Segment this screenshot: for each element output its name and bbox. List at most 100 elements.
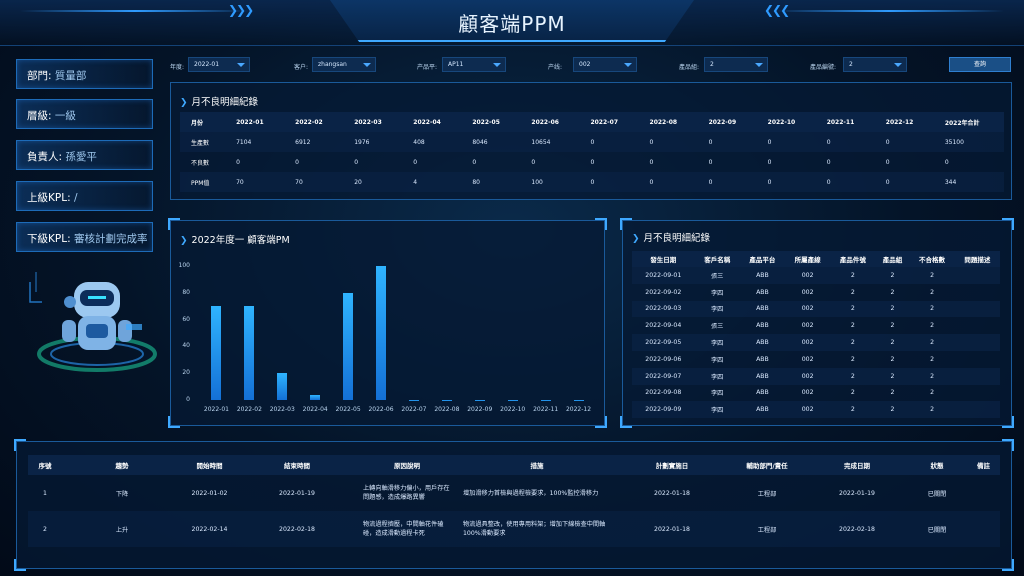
table-row: 2022-09-09 李四 ABB 002 2 2 2 [632,401,1000,419]
table-cell: 物流過具整改，使用專用料架；增加下線檢查中間軸100%滑動要求 [457,511,617,547]
table-cell: 2022-02-18 [807,511,907,547]
filter-platform-select[interactable]: AP11 [442,57,506,72]
table-cell: 0 [815,132,875,152]
table-cell: 李四 [694,300,740,318]
detail-table-title: ❯ 月不良明細紀錄 [632,230,710,244]
table-cell: 2 [930,322,935,330]
table-cell: 002 [785,267,831,284]
table-cell: ABB [739,367,786,385]
y-tick-label: 80 [182,288,190,296]
side-label: 下級KPL: [27,233,71,245]
corner-deco [14,559,26,571]
table-row: 2022-09-06 李四 ABB 002 2 2 2 [632,351,1000,368]
table-cell: 2 [28,511,62,547]
chart-bar [408,400,419,401]
table-row: 2022-09-03 李四 ABB 002 2 2 2 [632,300,1000,318]
chart-bar [507,400,518,401]
table-header: 產品件號 [830,251,876,267]
chevron-down-icon [237,63,245,67]
table-cell: 2022-01-19 [839,489,875,497]
chart-panel [170,220,605,426]
table-cell: 李四 [694,401,740,419]
table-cell: 0 [531,158,536,166]
table-cell [955,351,1000,368]
filter-platform-label: 产品平: [417,64,438,71]
table-cell: 0 [826,158,831,166]
table-cell: 2 [830,367,876,385]
table-cell: 2 [830,300,876,318]
table-cell: 2 [875,401,910,419]
table-cell: 0 [579,132,639,152]
x-tick-label: 2022-11 [533,406,559,413]
table-cell: 2 [890,389,895,397]
table-cell: 2022-01-18 [617,511,727,547]
table-header: 2022-05 [461,112,521,132]
filter-line-select[interactable]: 002 [573,57,637,72]
table-cell: 2 [875,300,910,318]
table-header: 計劃實施日 [617,455,727,475]
filter-customer-select[interactable]: zhangsan [312,57,376,72]
table-cell: 8046 [461,132,521,152]
corner-deco [168,218,180,230]
table-cell: 2 [850,322,855,330]
table-cell: 上轉向軸滑移力偏小，用戶存在問題感，造成爆路異響 [363,485,450,501]
corner-deco [620,218,632,230]
side-card-level: 層級: 一級 [16,99,153,129]
detail-table-title-text: 月不良明細紀錄 [643,233,711,244]
x-tick-label: 2022-08 [434,406,460,413]
table-cell: 2 [850,389,855,397]
monthly-table: 月份 2022-01 2022-02 2022-03 2022-04 2022-… [180,112,1004,192]
table-cell: 0 [590,158,595,166]
table-cell: 002 [801,355,814,363]
table-cell: 2 [909,367,955,385]
filter-code-select[interactable]: 2 [843,57,907,72]
table-cell: 0 [236,158,240,166]
table-cell: 35100 [933,132,1004,152]
corner-deco [1002,439,1014,451]
filter-line-value: 002 [579,61,591,68]
table-row: 2022-09-01 張三 ABB 002 2 2 2 [632,267,1000,284]
table-cell: 已關閉 [927,490,947,498]
table-cell: 2022-02-14 [182,511,237,547]
table-cell [954,401,1000,419]
table-cell: 2 [890,288,895,296]
table-cell: 2 [909,267,955,284]
table-cell: 2022-09-01 [632,267,695,284]
chart-bar [343,292,354,400]
table-cell: 已關閉 [907,511,967,547]
table-cell: 80 [461,172,521,192]
corner-deco [1002,416,1014,428]
table-cell: ABB [756,288,769,296]
chart-bar [376,266,387,400]
y-tick-label: 20 [182,369,190,377]
table-header: 2022-07 [579,112,639,132]
table-cell [954,334,1000,351]
chart-bar [573,400,584,401]
table-cell: 100 [520,172,580,192]
query-button[interactable]: 查詢 [949,57,1011,72]
side-label: 層級: [27,110,52,122]
table-cell: 0 [874,172,934,192]
chevron-down-icon [624,63,632,67]
bar-chart: 0 20 40 60 80 100 2022-01 2022-02 2022-03 2022-04… [170,250,605,426]
x-tick-label: 2022-04 [302,406,328,413]
side-card-upper-kpl: 上級KPL: / [16,181,153,211]
table-cell: 2 [830,401,876,419]
chevron-left-icon: ❯❯❯ [228,3,254,17]
table-header: 趨勢 [62,455,182,475]
table-cell: 0 [756,132,816,152]
table-cell [967,511,1000,547]
filter-year-select[interactable]: 2022-01 [188,57,250,72]
chart-title-text: 2022年度一 顧客端PM [191,235,290,246]
table-header: 結束時間 [237,455,357,475]
y-tick-label: 0 [186,396,190,403]
table-cell [967,475,1000,511]
table-header: 2022-12 [874,112,934,132]
filter-group-select[interactable]: 2 [704,57,768,72]
monthly-table-title-text: 月不良明細紀錄 [191,97,259,108]
side-label: 負責人: [27,151,63,163]
x-tick-label: 2022-01 [203,406,229,413]
table-cell [954,367,1000,385]
side-value: 審核計劃完成率 [73,233,148,245]
table-cell [955,385,1000,402]
